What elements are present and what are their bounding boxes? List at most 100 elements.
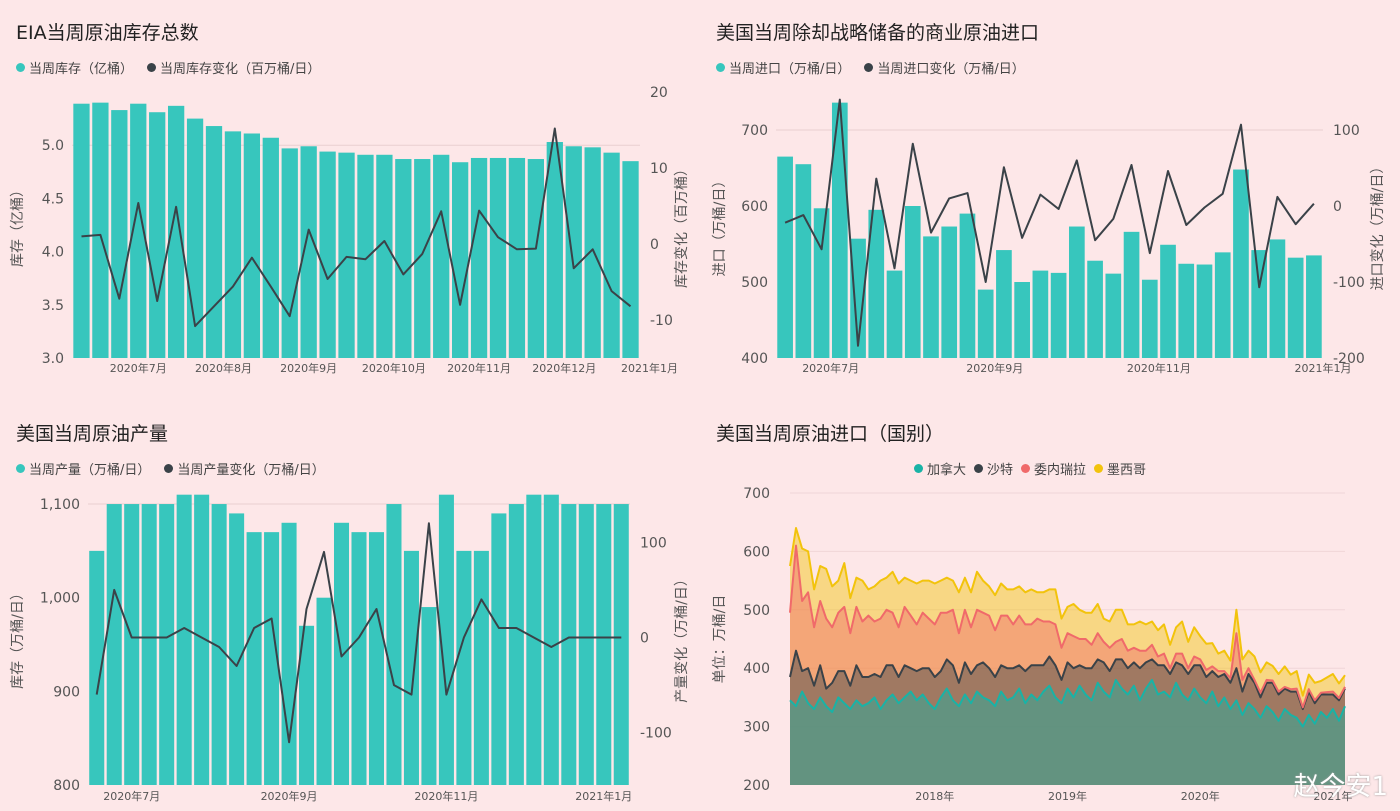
bar: [904, 206, 921, 358]
chart-legend: 当周库存（亿桶） 当周库存变化（百万桶/日）: [16, 58, 320, 77]
legend-label: 墨西哥: [1107, 463, 1147, 478]
bar: [130, 103, 147, 358]
bar: [386, 504, 402, 785]
y2-axis-label: 库存变化（百万桶）: [674, 162, 690, 288]
change-line: [95, 522, 622, 744]
bar: [205, 126, 223, 358]
bar: [149, 112, 166, 358]
bar: [868, 209, 885, 358]
x-tick-label: 2020年8月: [195, 361, 252, 375]
legend-swatch: [16, 464, 25, 473]
bar: [1069, 226, 1085, 358]
chart-legend: 加拿大 沙特 委内瑞拉 墨西哥: [914, 459, 1146, 478]
y-tick-label: 500: [743, 603, 770, 619]
series-line: [789, 544, 1346, 709]
bar: [831, 102, 848, 358]
bar: [403, 550, 419, 785]
bar: [578, 504, 594, 785]
bar: [1178, 263, 1195, 358]
legend-label: 当周产量（万桶/日）: [29, 463, 151, 478]
bar: [159, 504, 175, 785]
bar: [470, 157, 488, 358]
y-tick-label: 700: [743, 486, 770, 502]
chart-panel-production: 美国当周原油产量 当周产量（万桶/日） 当周产量变化（万桶/日）: [0, 405, 700, 811]
y2-tick-label: 0: [640, 631, 649, 647]
bar: [1269, 239, 1286, 358]
x-tick-label: 2020年12月: [532, 361, 596, 375]
legend-label: 当周进口（万桶/日）: [729, 62, 851, 77]
y-axis-label: 进口（万桶/日）: [712, 174, 728, 277]
bar: [1306, 255, 1322, 358]
legend-swatch: [914, 464, 923, 473]
y-tick-label: 400: [741, 351, 768, 367]
legend-swatch: [16, 63, 25, 72]
bar: [92, 102, 109, 358]
bar: [508, 504, 524, 785]
bar: [526, 494, 542, 785]
bar: [977, 289, 994, 358]
bar: [1123, 231, 1140, 358]
bar: [1287, 257, 1304, 358]
legend-swatch: [147, 63, 157, 72]
y2-tick-label: -100: [640, 726, 672, 742]
bar: [299, 625, 315, 785]
y-tick-label: 3.0: [42, 351, 64, 367]
x-tick-label: 2021年1月: [1295, 361, 1352, 375]
x-tick-label: 2020年9月: [261, 789, 318, 803]
legend-label: 沙特: [987, 463, 1014, 478]
legend-item-line: 当周产量变化（万桶/日）: [164, 459, 325, 478]
bar: [1160, 244, 1176, 358]
legend-swatch: [1021, 464, 1031, 473]
legend-label: 当周产量变化（万桶/日）: [177, 463, 325, 478]
bar: [1087, 260, 1103, 358]
bar: [1251, 250, 1268, 358]
bar: [456, 550, 472, 785]
bar: [489, 157, 507, 358]
y-tick-label: 500: [741, 275, 768, 291]
x-tick-label: 2020年7月: [103, 789, 160, 803]
bar: [543, 494, 559, 785]
bar: [338, 152, 355, 358]
bar: [414, 159, 431, 358]
y2-tick-label: 20: [650, 85, 668, 101]
bar: [451, 162, 469, 358]
x-tick-label: 2021年: [1313, 789, 1352, 803]
y-tick-label: 600: [741, 199, 768, 215]
bar: [565, 146, 582, 358]
y2-axis-label: 产量变化（万桶/日）: [674, 572, 690, 703]
x-tick-label: 2020年7月: [110, 361, 167, 375]
legend-label: 当周进口变化（万桶/日）: [877, 62, 1025, 77]
y2-tick-label: 10: [650, 161, 668, 177]
series-line: [789, 678, 1346, 728]
y2-tick-label: -10: [650, 313, 673, 329]
y2-tick-label: 100: [640, 535, 667, 551]
bar: [584, 147, 601, 358]
y-tick-label: 1,100: [40, 497, 80, 513]
bar: [229, 513, 245, 785]
y-tick-label: 5.0: [42, 138, 64, 154]
legend-item-saudi: 沙特: [974, 459, 1013, 478]
legend-swatch: [164, 464, 174, 473]
bar: [106, 504, 122, 785]
bar: [357, 154, 374, 358]
legend-swatch: [1094, 464, 1104, 473]
bar: [1014, 282, 1030, 358]
y2-tick-label: -100: [1333, 275, 1365, 291]
x-tick-label: 2018年: [915, 789, 954, 803]
x-tick-label: 2021年1月: [621, 361, 678, 375]
bar: [281, 148, 298, 358]
y2-tick-label: 0: [650, 237, 659, 253]
chart-title: 美国当周原油产量: [16, 423, 169, 445]
bar: [319, 151, 336, 358]
bar: [438, 494, 454, 785]
x-tick-label: 2020年7月: [802, 361, 859, 375]
bar: [111, 110, 128, 358]
bar: [376, 154, 393, 358]
bar: [351, 532, 367, 785]
x-tick-label: 2020年11月: [447, 361, 511, 375]
y-axis-label: 库存（亿桶）: [10, 183, 26, 267]
bar: [224, 131, 242, 358]
y-tick-label: 200: [743, 778, 770, 794]
